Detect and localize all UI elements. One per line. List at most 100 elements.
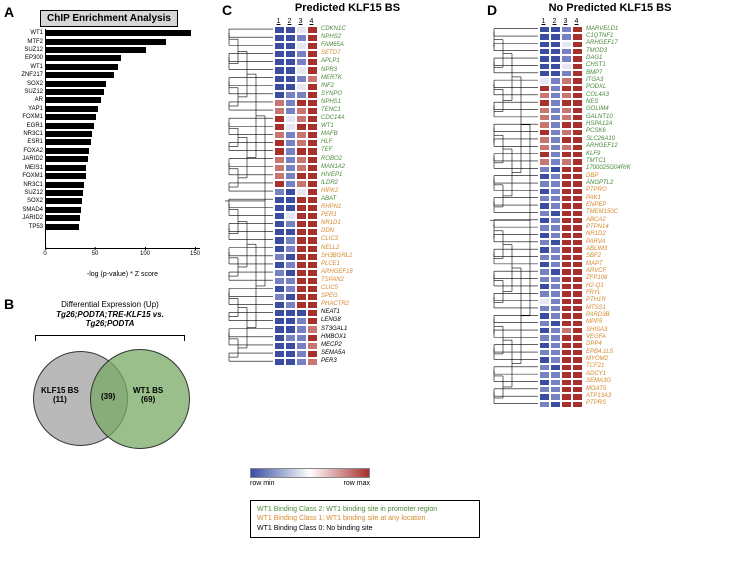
heatmap-cell bbox=[572, 158, 583, 165]
bar-row: SOX2 bbox=[46, 197, 200, 205]
heatmap-cell bbox=[550, 63, 561, 70]
gene-label: GALNT10 bbox=[586, 113, 631, 120]
gene-label: DDN bbox=[321, 227, 353, 235]
gene-label: MAFB bbox=[321, 130, 353, 138]
heatmap-cell bbox=[561, 342, 572, 349]
heatmap-cell bbox=[572, 356, 583, 363]
gene-label: SLC26A10 bbox=[586, 135, 631, 142]
col-labels-d: 1234 bbox=[538, 18, 730, 25]
gene-label: HMBOX1 bbox=[321, 333, 353, 341]
heatmap-cell bbox=[539, 41, 550, 48]
heatmap-cell bbox=[561, 298, 572, 305]
heatmap-cell bbox=[550, 276, 561, 283]
gene-label: VEGFA bbox=[586, 333, 631, 340]
gene-label: DBP bbox=[586, 172, 631, 179]
venn-right-count: (69) bbox=[141, 395, 155, 404]
gene-label: INF2 bbox=[321, 82, 353, 90]
heatmap-cell bbox=[572, 401, 583, 408]
heatmap-cell bbox=[539, 239, 550, 246]
heatmap-cell bbox=[274, 131, 285, 139]
heatmap-cell bbox=[296, 91, 307, 99]
gene-label: SH3BGRL2 bbox=[321, 252, 353, 260]
heatmap-cell bbox=[550, 379, 561, 386]
bar-row: WT1 bbox=[46, 29, 200, 37]
heatmap-cell bbox=[296, 228, 307, 236]
bar bbox=[46, 72, 114, 78]
gene-label: ENPEP bbox=[586, 201, 631, 208]
bar-row: SMAD4 bbox=[46, 206, 200, 214]
heatmap-cell bbox=[539, 224, 550, 231]
gene-label: ATP13A3 bbox=[586, 392, 631, 399]
heatmap-cell bbox=[274, 58, 285, 66]
heatmap-cell bbox=[561, 320, 572, 327]
heatmap-cell bbox=[550, 55, 561, 62]
gene-label: PER3 bbox=[321, 357, 353, 365]
gene-label: NPR3 bbox=[321, 65, 353, 73]
heatmap-cell bbox=[572, 276, 583, 283]
gene-labels-d: MARVELD1C1QTNF1ARHGEF17TMOD3DAG1CHST1BMP… bbox=[586, 25, 631, 412]
gene-label: NR1D1 bbox=[321, 219, 353, 227]
gene-label: WT1 bbox=[321, 122, 353, 130]
gene-label: PER1 bbox=[321, 211, 353, 219]
heatmap-cell bbox=[561, 312, 572, 319]
heatmap-cell bbox=[550, 290, 561, 297]
heatmap-cell bbox=[561, 327, 572, 334]
venn-right-label: WT1 BS (69) bbox=[133, 387, 163, 405]
heatmap-cell bbox=[550, 254, 561, 261]
heatmap-cell bbox=[307, 139, 318, 147]
bar-label: FOXM1 bbox=[22, 114, 46, 120]
gene-label: PLCE1 bbox=[321, 260, 353, 268]
heatmap-cell bbox=[307, 50, 318, 58]
heatmap-cell bbox=[307, 172, 318, 180]
gene-label: NEAT1 bbox=[321, 308, 353, 316]
heatmap-cell bbox=[572, 121, 583, 128]
heatmap-cell bbox=[296, 180, 307, 188]
gene-label: ARVCF bbox=[586, 267, 631, 274]
heatmap-cell bbox=[274, 285, 285, 293]
heatmap-cell bbox=[550, 121, 561, 128]
bar bbox=[46, 89, 104, 95]
heatmap-cell bbox=[296, 99, 307, 107]
heatmap-cell bbox=[572, 342, 583, 349]
heatmap-cell bbox=[274, 220, 285, 228]
heatmap-cell bbox=[274, 107, 285, 115]
bar bbox=[46, 123, 94, 129]
heatmap-cell bbox=[274, 164, 285, 172]
bar-row: SUZ12 bbox=[46, 88, 200, 96]
gene-label: CLIC3 bbox=[321, 235, 353, 243]
heatmap-cell bbox=[561, 364, 572, 371]
heatmap-cell bbox=[539, 188, 550, 195]
heatmap-d-wrap: MARVELD1C1QTNF1ARHGEF17TMOD3DAG1CHST1BMP… bbox=[490, 25, 730, 412]
gene-label: TMTC1 bbox=[586, 157, 631, 164]
heatmap-c-wrap: CDKN1CNPHS2FAM65ASETD7APLP1NPR3MERTKINF2… bbox=[225, 25, 470, 370]
heatmap-cell bbox=[539, 334, 550, 341]
panel-c: Predicted KLF15 BS 1234 CDKN1CNPHS2FAM65… bbox=[225, 2, 470, 370]
bar-label: WT1 bbox=[30, 64, 46, 70]
col-label: 1 bbox=[538, 18, 549, 25]
heatmap-cell bbox=[572, 261, 583, 268]
gene-label: SPEG bbox=[321, 292, 353, 300]
heatmap-cell bbox=[274, 147, 285, 155]
gene-label: MECP2 bbox=[321, 341, 353, 349]
heatmap-cell bbox=[561, 48, 572, 55]
heatmap-cell bbox=[539, 114, 550, 121]
heatmap-cell bbox=[550, 349, 561, 356]
heatmap-cell bbox=[296, 293, 307, 301]
heatmap-cell bbox=[285, 83, 296, 91]
heatmap-cell bbox=[550, 99, 561, 106]
gene-label: MERTK bbox=[321, 74, 353, 82]
heatmap-cell bbox=[285, 334, 296, 342]
gene-label: CDC14A bbox=[321, 114, 353, 122]
heatmap-cell bbox=[572, 379, 583, 386]
heatmap-cell bbox=[561, 63, 572, 70]
bar-row: NR3C1 bbox=[46, 130, 200, 138]
heatmap-cell bbox=[307, 34, 318, 42]
legend-gradient bbox=[250, 468, 370, 478]
heatmap-cell bbox=[296, 301, 307, 309]
heatmap-cell bbox=[539, 55, 550, 62]
heatmap-cell bbox=[561, 77, 572, 84]
heatmap-cell bbox=[572, 364, 583, 371]
heatmap-cell bbox=[296, 66, 307, 74]
gene-label: ROBO2 bbox=[321, 155, 353, 163]
gene-label: KLF9 bbox=[586, 150, 631, 157]
